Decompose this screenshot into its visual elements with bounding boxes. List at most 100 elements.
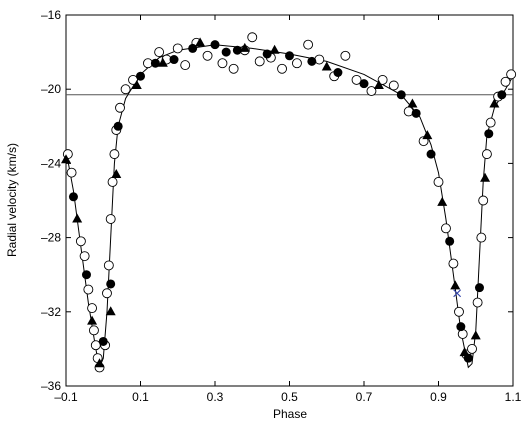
open-circle-point: [217, 58, 228, 69]
open-circle-point: [105, 214, 116, 225]
triangle-point: [87, 315, 98, 325]
x-tick-label: 0.5: [281, 390, 298, 404]
open-circle-point: [500, 76, 511, 87]
triangle-point: [459, 347, 470, 357]
filled-circle-point: [474, 283, 484, 293]
open-circle-point: [351, 74, 362, 85]
open-circle-point: [128, 74, 139, 85]
plot-frame: [65, 14, 514, 387]
triangle-point: [373, 79, 384, 89]
filled-circle-point: [262, 49, 272, 59]
triangle-point: [480, 172, 491, 182]
filled-circle-point: [150, 58, 160, 68]
open-circle-point: [102, 288, 112, 299]
filled-circle-point: [445, 236, 455, 246]
triangle-point: [195, 37, 206, 47]
open-circle-point: [75, 236, 86, 247]
triangle-point: [489, 98, 500, 108]
x-tick-label: 0.3: [207, 390, 224, 404]
triangle-point: [321, 61, 332, 71]
x-tick-label: 0.9: [430, 390, 447, 404]
open-circle-point: [377, 74, 388, 85]
filled-circle-point: [106, 279, 116, 289]
open-circle-point: [481, 149, 492, 160]
filled-circle-point: [484, 129, 494, 139]
filled-circle-point: [68, 192, 78, 202]
triangle-point: [131, 79, 142, 89]
triangle-point: [470, 330, 481, 340]
filled-circle-point: [169, 55, 179, 65]
open-circle-point: [120, 84, 131, 95]
triangle-point: [111, 169, 122, 179]
open-circle-point: [476, 232, 487, 243]
open-circle-point: [277, 63, 287, 74]
filled-circle-point: [359, 79, 369, 89]
filled-circle-point: [210, 40, 220, 50]
open-circle-point: [448, 258, 459, 269]
cross-point: [453, 289, 462, 298]
open-circle-point: [254, 56, 265, 67]
open-circle-point: [478, 195, 489, 206]
triangle-point: [157, 57, 168, 67]
triangle-point: [94, 358, 105, 368]
open-circle-point: [433, 176, 444, 187]
open-circle-point: [202, 50, 213, 61]
open-circle-point: [180, 60, 191, 71]
open-circle-point: [103, 260, 114, 271]
y-tick-label: –24: [41, 156, 61, 170]
open-circle-point: [115, 102, 125, 113]
open-circle-point: [454, 306, 464, 317]
open-circle-point: [472, 297, 483, 308]
open-circle-point: [303, 39, 314, 50]
open-circle-point: [506, 69, 517, 80]
filled-circle-point: [98, 336, 108, 346]
x-tick-label: 0.1: [132, 390, 149, 404]
open-circle-point: [388, 80, 399, 91]
y-axis-label: Radial velocity (km/s): [5, 143, 19, 257]
triangle-point: [105, 306, 116, 316]
triangle-point: [72, 213, 83, 223]
open-circle-point: [109, 149, 120, 160]
triangle-point: [422, 130, 433, 140]
triangle-point: [450, 280, 461, 290]
open-circle-point: [87, 303, 98, 314]
triangle-point: [407, 98, 418, 108]
open-circle-point: [154, 47, 165, 58]
y-tick-label: –20: [41, 82, 61, 96]
open-circle-point: [66, 167, 77, 178]
y-tick-label: –36: [41, 379, 61, 393]
filled-circle-point: [285, 51, 294, 61]
x-tick-label: –0.1: [54, 390, 78, 404]
open-circle-point: [79, 251, 90, 262]
open-circle-point: [83, 284, 94, 295]
open-circle-point: [467, 343, 477, 354]
x-axis-label: Phase: [273, 407, 307, 421]
y-tick-label: –28: [41, 231, 61, 245]
filled-circle-point: [113, 121, 123, 131]
filled-circle-point: [232, 45, 242, 55]
x-tick-label: 0.7: [356, 390, 373, 404]
x-tick-label: 1.1: [505, 390, 522, 404]
filled-circle-point: [307, 56, 317, 66]
filled-circle-point: [81, 270, 91, 280]
open-circle-point: [485, 117, 496, 128]
filled-circle-point: [221, 47, 231, 57]
open-circle-point: [172, 43, 183, 54]
open-circle-point: [292, 58, 302, 69]
triangle-point: [239, 42, 250, 52]
filled-circle-point: [188, 43, 198, 53]
open-circle-point: [247, 32, 258, 43]
filled-circle-point: [456, 322, 466, 332]
filled-circle-point: [333, 68, 343, 78]
triangle-point: [61, 154, 71, 164]
open-circle-point: [366, 86, 377, 97]
fit-curve: [65, 44, 514, 370]
filled-circle-point: [411, 108, 421, 118]
triangle-point: [269, 44, 280, 54]
filled-circle-point: [426, 149, 436, 159]
open-circle-point: [441, 223, 451, 234]
y-tick-label: –32: [41, 305, 61, 319]
y-tick-label: –16: [41, 8, 61, 22]
filled-circle-point: [136, 71, 145, 81]
